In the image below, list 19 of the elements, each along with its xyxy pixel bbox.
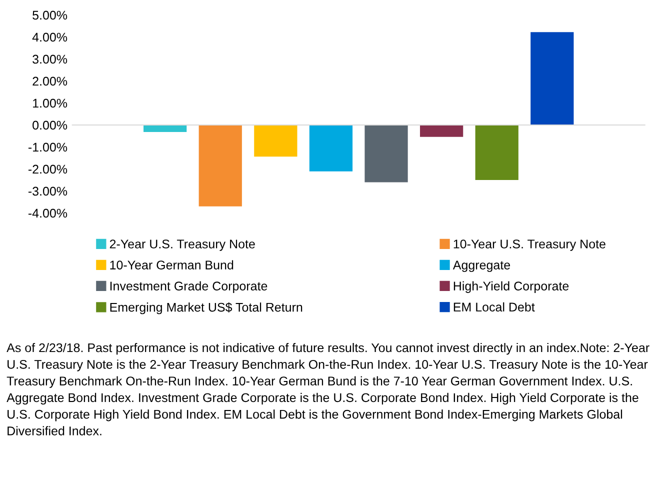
legend-label: 10-Year U.S. Treasury Note <box>454 240 606 251</box>
y-tick-label: -1.00% <box>28 142 68 152</box>
legend-label: Investment Grade Corporate <box>110 281 268 293</box>
y-tick-label: -2.00% <box>28 164 68 174</box>
legend-label: 10-Year German Bund <box>110 260 234 270</box>
y-tick-label: 4.00% <box>32 32 68 42</box>
legend-label: High-Yield Corporate <box>454 281 569 293</box>
y-tick-label: 5.00% <box>32 10 68 20</box>
y-tick-label: -3.00% <box>28 186 68 196</box>
y-tick-label: 3.00% <box>32 54 68 64</box>
legend-label: 2-Year U.S. Treasury Note <box>110 240 255 251</box>
y-tick-label: 2.00% <box>32 76 68 86</box>
y-tick-label: -4.00% <box>28 208 68 218</box>
legend-label: Emerging Market US$ Total Return <box>110 302 302 314</box>
y-tick-label: 1.00% <box>33 98 68 108</box>
text: As of 2/23/18. Past performance is not indicative of future results. You cannot invest directly in an index.Note: 2-Year U.S. Treasury Note is the 2-Year Treasury Benchmark On-the-Run Index. 10-Year U.S. Treasury Note is the 10-Year Treasury Benchmark On-the-Run Index. 10-Year German Bund is the 7-10 Year German Government Index. U.S. Aggregate Bond Index. Investment Grade Corporate is the U.S. Corporate Bond Index. High Yield Corporate is the U.S. Corporate High Yield Bond Index. EM Local Debt is the Government Bond Index-Emerging Markets Global Diversified Index. <box>6 343 650 436</box>
legend-label: Aggregate <box>452 260 510 272</box>
legend-label: EM Local Debt <box>454 302 535 312</box>
y-tick-label: 0.00% <box>32 120 68 130</box>
